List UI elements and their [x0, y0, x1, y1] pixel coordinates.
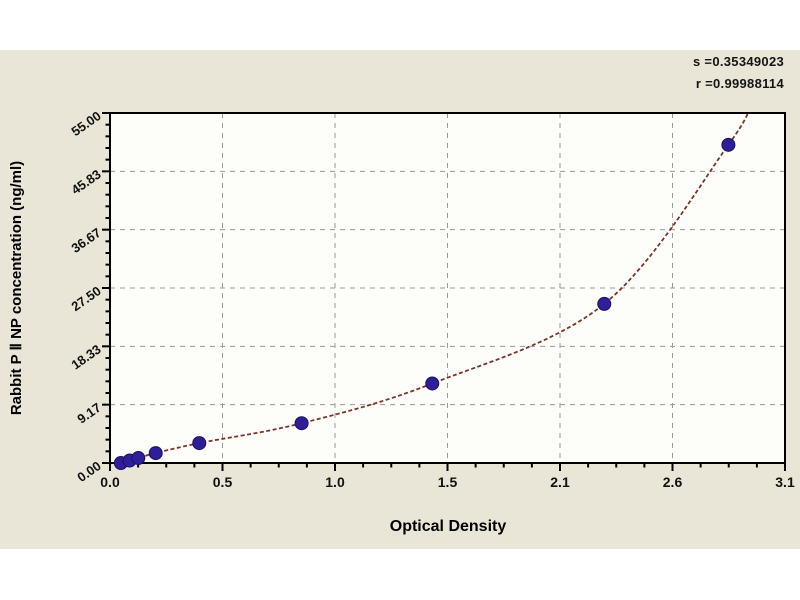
- data-point: [597, 296, 612, 311]
- y-tick-label: 27.50: [68, 283, 103, 314]
- y-tick-label: 55.00: [68, 108, 103, 139]
- plot-frame: [109, 112, 786, 464]
- y-tick-label: 36.67: [68, 225, 103, 256]
- x-tick-label: 3.1: [775, 474, 795, 490]
- x-tick-label: 2.1: [550, 474, 570, 490]
- chart-panel: s =0.35349023 r =0.99988114 Rabbit P Ⅱ N…: [0, 50, 800, 549]
- x-tick-label: 1.0: [325, 474, 345, 490]
- fit-s-annotation: s =0.35349023: [692, 54, 784, 69]
- x-tick-label: 1.5: [438, 474, 458, 490]
- data-point: [131, 451, 146, 466]
- fit-r-annotation: r =0.99988114: [695, 76, 784, 91]
- data-point: [148, 446, 163, 461]
- x-tick-label: 2.6: [663, 474, 683, 490]
- standard-curve-plot: 0.0 0.5 1.0 1.5 2.1 2.6 3.10.009.1718.3327.503…: [68, 108, 795, 490]
- x-tick-label: 0.0: [100, 474, 120, 490]
- y-tick-label: 45.83: [68, 167, 103, 198]
- data-point: [425, 376, 440, 391]
- data-point: [294, 416, 309, 431]
- data-point: [721, 137, 736, 152]
- y-tick-label: 18.33: [68, 342, 103, 373]
- x-axis-title: Optical Density: [389, 518, 507, 535]
- x-tick-label: 0.5: [213, 474, 233, 490]
- data-point: [192, 436, 207, 451]
- y-tick-label: 9.17: [74, 400, 103, 427]
